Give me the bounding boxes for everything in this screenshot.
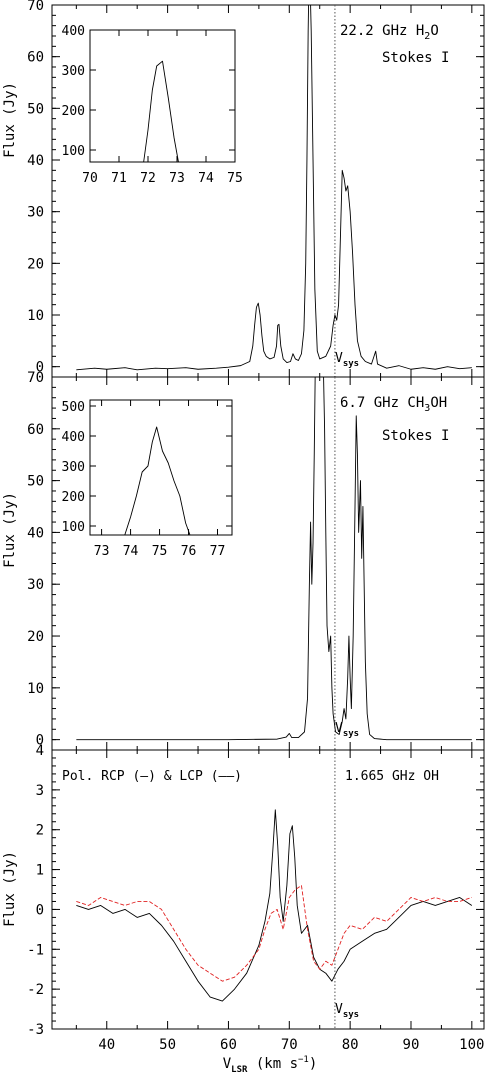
panel-water-inset: 70 71 72 73 74 75 100 200 300 400	[62, 24, 243, 186]
panel-hydroxyl-legend: Pol. RCP (–) & LCP (––)	[62, 769, 242, 784]
panel-hydroxyl-vsys-label: Vsys	[335, 1002, 359, 1020]
inset-ytick-label: 100	[62, 520, 85, 535]
ytick-label: 10	[27, 308, 44, 324]
ytick-label: 20	[27, 256, 44, 272]
ytick-label: 20	[27, 629, 44, 645]
panel-water-ticks: 0 10 20 30 40 50 60 70	[27, 0, 484, 378]
panel-methanol-ylabel: Flux (Jy)	[2, 492, 18, 568]
ytick-label: 70	[27, 0, 44, 14]
xtick-label: 100	[459, 1037, 484, 1053]
panel-water-stokes: Stokes I	[382, 50, 449, 66]
x-axis-label: VLSR (km s−1)	[223, 1055, 318, 1075]
xtick-label: 60	[220, 1037, 237, 1053]
series-rcp	[76, 809, 473, 1002]
xtick-label: 90	[403, 1037, 420, 1053]
ytick-label: 50	[27, 101, 44, 117]
inset-ytick-label: 400	[62, 24, 85, 39]
ytick-label: 50	[27, 474, 44, 490]
panel-water-vsys-label: Vsys	[335, 351, 359, 369]
panel-water-series	[76, 5, 472, 377]
ytick-label: 4	[36, 743, 44, 759]
inset-ytick-label: 400	[62, 430, 85, 445]
ytick-label: 40	[27, 525, 44, 541]
panel-hydroxyl-ticks: -3 -2 -1 0 1 2 3 4 40 50 60 70 80 90 100	[27, 743, 484, 1053]
inset-ytick-label: 200	[62, 490, 85, 505]
panel-hydroxyl-series	[76, 750, 473, 1029]
ytick-label: 60	[27, 422, 44, 438]
panel-water-title: 22.2 GHz H2O	[340, 23, 439, 42]
panel-methanol-ticks: 0 10 20 30 40 50 60 70	[27, 370, 484, 751]
panel-hydroxyl-title: 1.665 GHz OH	[345, 769, 439, 784]
ytick-label: 30	[27, 577, 44, 593]
inset-xtick-label: 77	[210, 544, 226, 559]
panel-methanol-title: 6.7 GHz CH3OH	[340, 395, 447, 414]
inset-xtick-label: 76	[181, 544, 197, 559]
ytick-label: 60	[27, 50, 44, 66]
ytick-label: -1	[27, 942, 44, 958]
panel-water-ylabel: Flux (Jy)	[2, 82, 18, 158]
inset-ytick-label: 200	[62, 104, 85, 119]
panel-hydroxyl-frame	[51, 749, 485, 1030]
ytick-label: 10	[27, 681, 44, 697]
inset-xtick-label: 75	[227, 171, 243, 186]
inset-xtick-label: 74	[123, 544, 139, 559]
series-stokes-i	[76, 5, 472, 371]
xtick-label: 40	[98, 1037, 115, 1053]
ytick-label: 70	[27, 370, 44, 386]
xtick-label: 70	[281, 1037, 298, 1053]
ytick-label: 40	[27, 153, 44, 169]
inset-frame	[89, 29, 236, 163]
ytick-label: 2	[36, 823, 44, 839]
ytick-label: 1	[36, 863, 44, 879]
inset-frame	[89, 399, 233, 536]
series-stokes-i	[76, 377, 472, 741]
inset-series	[124, 426, 191, 536]
panel-hydroxyl: -3 -2 -1 0 1 2 3 4 40 50 60 70 80 90 100 Flux (Jy) Pol…	[2, 743, 485, 1075]
inset-xtick-label: 72	[140, 171, 156, 186]
inset-series	[143, 60, 179, 163]
ytick-label: 0	[36, 902, 44, 918]
inset-ytick-label: 500	[62, 400, 85, 415]
panel-methanol-inset: 73 74 75 76 77 100 200 300 400 500	[62, 399, 233, 559]
inset-xtick-label: 73	[94, 544, 110, 559]
inset-xtick-label: 75	[152, 544, 168, 559]
inset-ytick-label: 300	[62, 460, 85, 475]
inset-xtick-label: 71	[111, 171, 127, 186]
series-lcp	[76, 885, 472, 982]
xtick-label: 50	[159, 1037, 176, 1053]
panel-methanol-stokes: Stokes I	[382, 428, 449, 444]
ytick-label: -2	[27, 982, 44, 998]
inset-xtick-label: 70	[82, 171, 98, 186]
ytick-label: -3	[27, 1022, 44, 1038]
xtick-label: 80	[342, 1037, 359, 1053]
panel-methanol-series	[76, 377, 472, 750]
panel-methanol-vsys-label: Vsys	[335, 721, 359, 739]
inset-xtick-label: 73	[169, 171, 185, 186]
inset-xtick-label: 74	[198, 171, 214, 186]
inset-ytick-label: 300	[62, 64, 85, 79]
ytick-label: 30	[27, 205, 44, 221]
panel-water: 0 10 20 30 40 50 60 70 Flux (Jy) 22.2 GHz H2O S…	[2, 0, 485, 378]
ytick-label: 0	[36, 733, 44, 749]
inset-ytick-label: 100	[62, 144, 85, 159]
panel-hydroxyl-ylabel: Flux (Jy)	[2, 851, 18, 927]
ytick-label: 0	[36, 360, 44, 376]
ytick-label: 3	[36, 783, 44, 799]
